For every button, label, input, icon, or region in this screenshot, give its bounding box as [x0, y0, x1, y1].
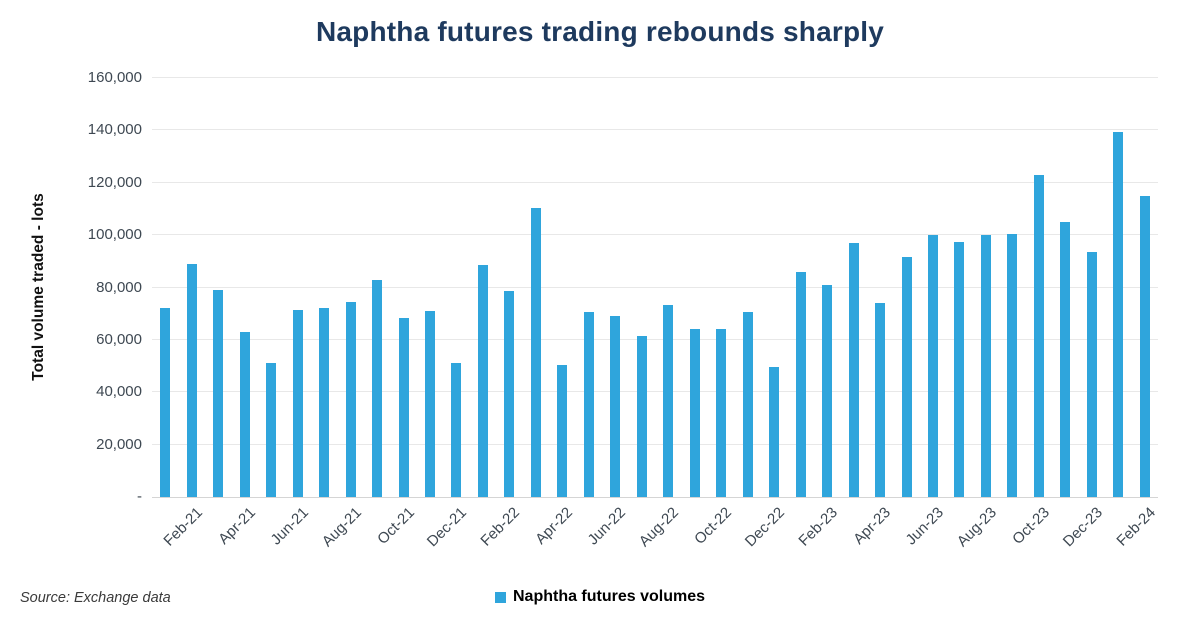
- bar-Feb-23: [822, 285, 833, 497]
- ytick-label-100000: 100,000: [87, 226, 142, 244]
- bar-Jun-23: [927, 235, 938, 497]
- gridline-160000: [152, 77, 1158, 78]
- source-text: Source: Exchange data: [20, 590, 171, 606]
- bar-Mar-22: [530, 208, 541, 497]
- bar-Mar-21: [213, 290, 224, 497]
- bar-Jul-23: [954, 242, 965, 497]
- bar-Jan-23: [795, 272, 806, 497]
- bar-Jan-22: [477, 265, 488, 497]
- bar-Mar-23: [848, 243, 859, 497]
- bar-Sep-22: [689, 329, 700, 497]
- bar-Nov-23: [1060, 222, 1071, 497]
- legend-label: Naphtha futures volumes: [512, 588, 706, 605]
- bar-Aug-22: [663, 305, 674, 497]
- bar-Apr-21: [239, 332, 250, 497]
- gridline-20000: [152, 443, 1158, 445]
- bar-Dec-23: [1086, 252, 1097, 497]
- bar-Jul-21: [319, 308, 330, 497]
- bar-Jun-22: [610, 316, 621, 497]
- bar-Aug-23: [980, 235, 991, 497]
- bar-Sep-21: [372, 280, 383, 497]
- ytick-label-80000: 80,000: [96, 278, 142, 296]
- bar-Dec-22: [769, 367, 780, 497]
- bar-Jun-21: [292, 310, 303, 497]
- gridline-80000: [152, 286, 1158, 288]
- gridline-100000: [152, 234, 1158, 236]
- bar-Sep-23: [1007, 234, 1018, 497]
- ytick-label-60000: 60,000: [96, 330, 142, 348]
- bar-Feb-24: [1139, 196, 1150, 497]
- bar-Apr-23: [875, 303, 886, 497]
- bar-Nov-22: [742, 312, 753, 497]
- ytick-label-0: -: [137, 488, 142, 505]
- bar-Aug-21: [345, 302, 356, 497]
- legend-marker-square-icon: [494, 591, 506, 603]
- bar-Jul-22: [636, 336, 647, 497]
- ytick-label-20000: 20,000: [96, 435, 142, 453]
- ytick-label-140000: 140,000: [87, 121, 142, 139]
- bar-Oct-21: [398, 318, 409, 497]
- bar-Dec-21: [451, 363, 462, 497]
- ytick-label-120000: 120,000: [87, 173, 142, 191]
- gridline-120000: [152, 181, 1158, 183]
- bar-Nov-21: [424, 311, 435, 497]
- plot-area: [152, 77, 1158, 498]
- bar-May-23: [901, 257, 912, 497]
- gridline-140000: [152, 129, 1158, 131]
- bar-May-21: [266, 363, 277, 497]
- ytick-label-160000: 160,000: [87, 69, 142, 86]
- bar-Jan-21: [160, 308, 171, 497]
- bar-Feb-21: [186, 264, 197, 497]
- bar-May-22: [583, 312, 594, 497]
- x-axis-baseline: [152, 497, 1158, 498]
- bar-Apr-22: [557, 365, 568, 497]
- bar-Feb-22: [504, 291, 515, 497]
- chart-title: Naphtha futures trading rebounds sharply: [315, 16, 885, 47]
- ytick-label-40000: 40,000: [96, 383, 142, 401]
- gridline-60000: [152, 338, 1158, 340]
- bar-Oct-22: [716, 329, 727, 497]
- legend: Naphtha futures volumes: [0, 588, 1200, 606]
- gridline-40000: [152, 391, 1158, 393]
- bar-Oct-23: [1033, 175, 1044, 497]
- bar-Jan-24: [1113, 132, 1124, 497]
